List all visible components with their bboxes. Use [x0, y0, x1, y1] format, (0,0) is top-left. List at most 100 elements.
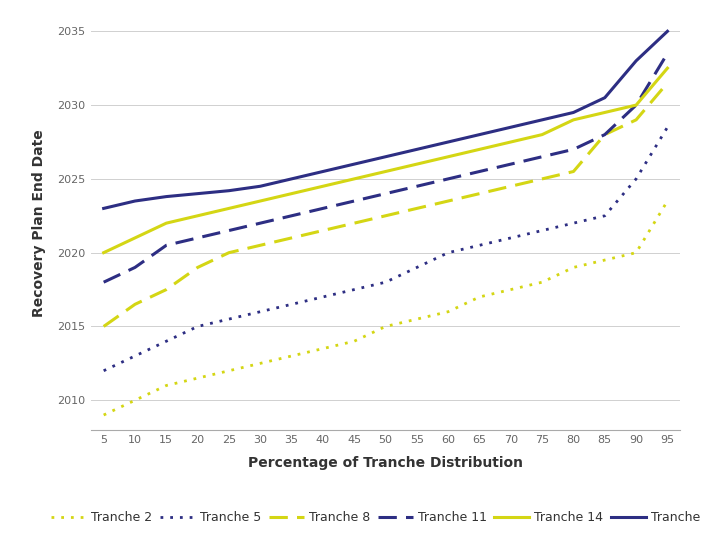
Tranche 11 [507, 161, 515, 168]
Tranche 2 [632, 250, 640, 256]
Tranche 11 [663, 50, 672, 57]
Tranche 11 [444, 176, 452, 182]
Tranche 5 [663, 124, 672, 131]
Tranche 17 [131, 198, 139, 204]
Tranche 2 [538, 279, 546, 285]
Tranche 5 [319, 294, 327, 300]
Tranche 8 [381, 213, 390, 219]
Tranche 5 [350, 287, 358, 293]
Tranche 2 [319, 345, 327, 352]
Tranche 5 [162, 338, 170, 344]
Tranche 5 [225, 316, 233, 322]
Line: Tranche 14: Tranche 14 [104, 68, 667, 253]
Tranche 17 [350, 161, 358, 168]
Line: Tranche 8: Tranche 8 [104, 83, 667, 326]
Tranche 11 [381, 190, 390, 197]
Tranche 8 [475, 190, 484, 197]
Tranche 8 [632, 116, 640, 123]
Tranche 5 [381, 279, 390, 285]
Tranche 8 [601, 131, 609, 138]
Tranche 2 [413, 316, 421, 322]
Tranche 2 [256, 360, 264, 366]
Tranche 2 [507, 287, 515, 293]
Tranche 8 [507, 183, 515, 190]
Tranche 8 [100, 323, 108, 329]
Tranche 11 [256, 220, 264, 226]
Tranche 11 [413, 183, 421, 190]
Line: Tranche 17: Tranche 17 [104, 31, 667, 208]
Tranche 17 [663, 28, 672, 35]
Tranche 5 [131, 353, 139, 359]
Tranche 11 [632, 102, 640, 109]
Tranche 2 [287, 353, 296, 359]
Tranche 17 [601, 94, 609, 101]
Tranche 17 [413, 146, 421, 153]
Tranche 17 [319, 168, 327, 175]
Tranche 14 [319, 183, 327, 190]
Tranche 17 [507, 124, 515, 131]
Tranche 17 [100, 205, 108, 212]
Tranche 8 [663, 80, 672, 87]
Tranche 8 [225, 250, 233, 256]
Tranche 17 [444, 139, 452, 145]
Line: Tranche 5: Tranche 5 [104, 127, 667, 371]
Tranche 8 [569, 168, 578, 175]
Tranche 5 [444, 250, 452, 256]
Tranche 14 [225, 205, 233, 212]
Tranche 2 [663, 198, 672, 204]
Tranche 14 [663, 65, 672, 72]
Tranche 2 [569, 264, 578, 271]
Tranche 8 [193, 264, 202, 271]
Legend: Tranche 2, Tranche 5, Tranche 8, Tranche 11, Tranche 14, Tranche 17: Tranche 2, Tranche 5, Tranche 8, Tranche… [46, 506, 701, 530]
Tranche 17 [538, 116, 546, 123]
Tranche 14 [131, 235, 139, 241]
Tranche 2 [225, 368, 233, 374]
Tranche 2 [193, 375, 202, 381]
Tranche 8 [131, 301, 139, 307]
X-axis label: Percentage of Tranche Distribution: Percentage of Tranche Distribution [248, 456, 523, 471]
Tranche 2 [444, 309, 452, 315]
Y-axis label: Recovery Plan End Date: Recovery Plan End Date [32, 129, 46, 317]
Tranche 8 [350, 220, 358, 226]
Tranche 2 [381, 323, 390, 329]
Tranche 11 [319, 205, 327, 212]
Tranche 11 [350, 198, 358, 204]
Tranche 8 [319, 227, 327, 234]
Tranche 14 [413, 161, 421, 168]
Tranche 11 [225, 227, 233, 234]
Tranche 14 [162, 220, 170, 226]
Tranche 14 [475, 146, 484, 153]
Tranche 17 [569, 109, 578, 116]
Tranche 17 [287, 176, 296, 182]
Tranche 2 [475, 294, 484, 300]
Tranche 14 [100, 250, 108, 256]
Tranche 2 [601, 257, 609, 263]
Tranche 5 [193, 323, 202, 329]
Tranche 11 [131, 264, 139, 271]
Tranche 14 [507, 139, 515, 145]
Tranche 14 [569, 116, 578, 123]
Tranche 11 [100, 279, 108, 285]
Tranche 2 [162, 382, 170, 389]
Tranche 5 [601, 213, 609, 219]
Tranche 14 [632, 102, 640, 109]
Tranche 17 [632, 57, 640, 64]
Line: Tranche 2: Tranche 2 [104, 201, 667, 415]
Tranche 14 [193, 213, 202, 219]
Tranche 5 [475, 242, 484, 249]
Tranche 5 [287, 301, 296, 307]
Tranche 8 [538, 176, 546, 182]
Tranche 5 [100, 368, 108, 374]
Tranche 17 [193, 190, 202, 197]
Tranche 17 [225, 187, 233, 194]
Tranche 5 [569, 220, 578, 226]
Tranche 11 [601, 131, 609, 138]
Tranche 17 [475, 131, 484, 138]
Tranche 5 [632, 176, 640, 182]
Tranche 17 [162, 193, 170, 200]
Tranche 11 [193, 235, 202, 241]
Tranche 8 [287, 235, 296, 241]
Tranche 8 [256, 242, 264, 249]
Tranche 11 [287, 213, 296, 219]
Tranche 8 [413, 205, 421, 212]
